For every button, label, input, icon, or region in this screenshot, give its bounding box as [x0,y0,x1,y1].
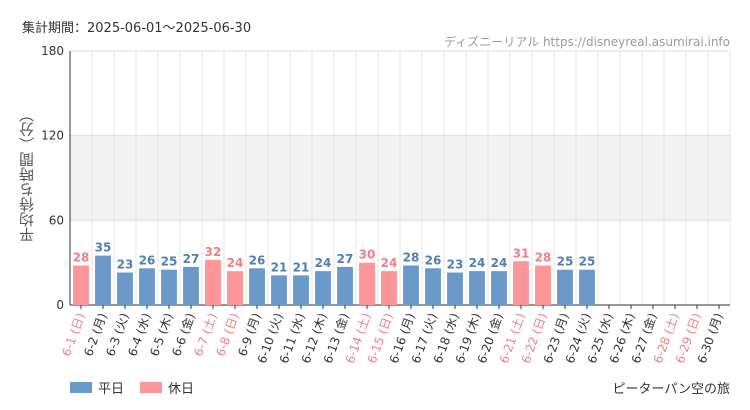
data-label: 32 [205,245,222,259]
bar [381,271,397,305]
legend-label: 平日 [98,382,125,397]
data-label: 28 [535,250,552,264]
data-label: 21 [271,260,288,274]
y-tick-label: 60 [49,213,64,227]
y-tick-label: 120 [41,129,64,143]
bar [315,271,331,305]
data-label: 25 [161,255,178,269]
bar [557,269,573,305]
data-label: 26 [425,253,442,267]
bar [579,269,595,305]
bar [359,262,375,305]
bar [227,271,243,305]
bar [205,259,221,305]
bar [95,255,111,305]
bar [293,275,309,305]
data-label: 27 [183,252,200,266]
data-label: 25 [557,255,574,269]
bar [249,268,265,305]
data-label: 23 [117,258,134,272]
data-label: 27 [337,252,354,266]
bar [139,268,155,305]
data-label: 26 [139,253,156,267]
bar [403,265,419,305]
data-label: 24 [315,256,332,270]
bar [73,265,89,305]
data-label: 26 [249,253,266,267]
legend-swatch [140,382,163,393]
bar [491,271,507,305]
data-label: 28 [73,250,90,264]
data-label: 24 [381,256,398,270]
y-tick-label: 180 [41,44,64,58]
bar [447,272,463,305]
data-label: 24 [227,256,244,270]
bar [469,271,485,305]
period-label: 集計期間：2025-06-01～2025-06-30 [22,21,252,36]
attraction-name: ピーターパン空の旅 [612,382,730,397]
bar [271,275,287,305]
site-credit: ディズニーリアル https://disneyreal.asumirai.inf… [444,35,730,49]
data-label: 21 [293,260,310,274]
legend-label: 休日 [168,382,195,397]
data-label: 24 [469,256,486,270]
bar [183,266,199,305]
data-label: 30 [359,248,376,262]
legend-swatch [70,382,92,393]
y-tick-label: 0 [56,298,64,312]
bar [117,272,133,305]
data-label: 31 [513,246,530,260]
data-label: 25 [579,255,596,269]
bar [161,269,177,305]
legend: 平日 休日 [70,378,210,397]
data-label: 28 [403,250,420,264]
legend-item-weekday: 平日 [70,378,124,397]
bar [513,261,529,305]
bar [425,268,441,305]
data-label: 24 [491,256,508,270]
data-label: 23 [447,258,464,272]
data-label: 35 [95,241,112,255]
legend-item-holiday: 休日 [140,378,194,397]
bar [337,266,353,305]
bar [535,265,551,305]
